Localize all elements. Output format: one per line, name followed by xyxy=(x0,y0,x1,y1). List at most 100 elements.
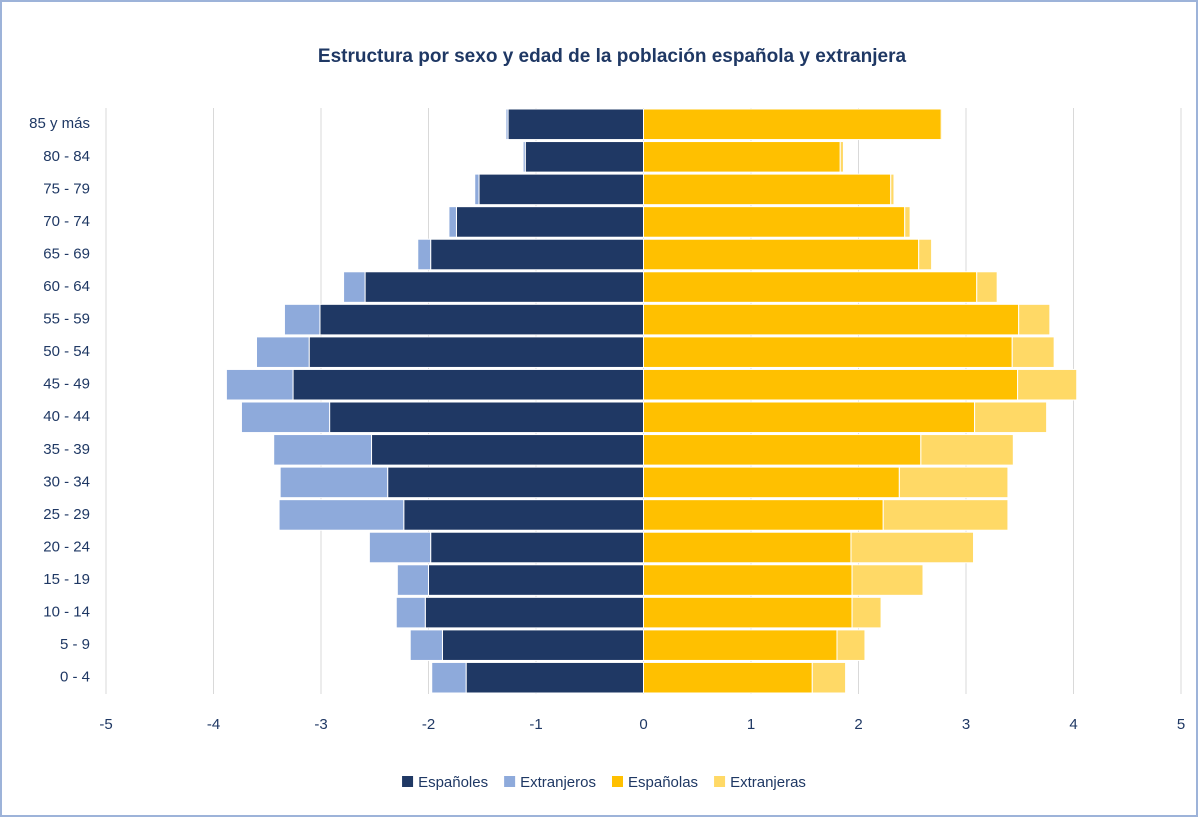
y-tick-label: 20 - 24 xyxy=(43,538,90,555)
bar xyxy=(940,108,943,141)
bar xyxy=(273,434,373,466)
bar xyxy=(643,499,884,531)
legend-swatch xyxy=(504,776,516,787)
bar xyxy=(898,466,1009,499)
bar xyxy=(851,596,882,629)
legend-label: Españoles xyxy=(418,774,488,791)
x-tick-label: -1 xyxy=(529,716,542,733)
bar xyxy=(256,336,310,368)
bar xyxy=(836,629,866,661)
bar xyxy=(904,206,911,238)
x-tick-label: -5 xyxy=(99,716,112,733)
bar xyxy=(343,271,366,303)
bar xyxy=(643,206,906,238)
y-tick-label: 75 - 79 xyxy=(43,180,90,197)
bar xyxy=(920,434,1014,466)
bar xyxy=(278,499,405,531)
bar xyxy=(395,596,426,629)
bar xyxy=(478,173,644,206)
bar xyxy=(455,206,645,238)
bar xyxy=(364,271,644,303)
bar xyxy=(851,564,924,596)
bar xyxy=(643,108,942,141)
bar xyxy=(507,108,644,141)
bar xyxy=(643,661,813,694)
bar xyxy=(643,401,976,434)
x-tick-label: -4 xyxy=(207,716,220,733)
x-tick-label: 0 xyxy=(639,716,647,733)
y-tick-label: 30 - 34 xyxy=(43,473,90,490)
bar xyxy=(643,629,838,661)
bar xyxy=(1011,336,1055,368)
bar xyxy=(292,368,644,401)
x-tick-label: 2 xyxy=(854,716,862,733)
bar xyxy=(430,238,644,271)
legend-label: Españolas xyxy=(628,774,698,791)
bar xyxy=(474,173,480,206)
legend-swatch xyxy=(612,776,623,787)
bar xyxy=(396,564,430,596)
bar xyxy=(918,238,933,271)
bar xyxy=(225,368,294,401)
bar xyxy=(368,531,432,564)
bar xyxy=(371,434,644,466)
x-tick-label: -2 xyxy=(422,716,435,733)
y-tick-label: 80 - 84 xyxy=(43,148,90,165)
bar xyxy=(882,499,1009,531)
chart-title: Estructura por sexo y edad de la poblaci… xyxy=(318,46,907,67)
bar xyxy=(428,564,644,596)
y-tick-label: 5 - 9 xyxy=(60,636,90,653)
y-tick-label: 70 - 74 xyxy=(43,213,90,230)
bar xyxy=(465,661,644,694)
x-tick-label: 4 xyxy=(1069,716,1077,733)
bar xyxy=(308,336,644,368)
legend-swatch xyxy=(402,776,414,787)
bar xyxy=(643,596,853,629)
bar xyxy=(643,238,920,271)
bar xyxy=(417,238,432,271)
legend-label: Extranjeros xyxy=(520,774,596,791)
bar xyxy=(643,336,1013,368)
bar xyxy=(431,661,467,694)
bar xyxy=(240,401,331,434)
bar xyxy=(974,401,1048,434)
y-tick-label: 0 - 4 xyxy=(60,669,90,686)
bar xyxy=(643,141,841,173)
bar xyxy=(424,596,644,629)
y-tick-label: 45 - 49 xyxy=(43,376,90,393)
bar xyxy=(643,434,922,466)
bar xyxy=(890,173,895,206)
x-tick-label: 5 xyxy=(1177,716,1185,733)
x-tick-label: -3 xyxy=(314,716,327,733)
y-tick-label: 60 - 64 xyxy=(43,278,90,295)
y-tick-label: 85 y más xyxy=(29,115,90,132)
bar xyxy=(643,531,852,564)
bar xyxy=(448,206,457,238)
x-tick-label: 3 xyxy=(962,716,970,733)
bar xyxy=(1018,303,1051,336)
y-tick-label: 25 - 29 xyxy=(43,506,90,523)
bar xyxy=(403,499,644,531)
bar xyxy=(279,466,389,499)
bar xyxy=(409,629,443,661)
bar xyxy=(430,531,644,564)
y-tick-label: 40 - 44 xyxy=(43,408,90,425)
bar xyxy=(850,531,975,564)
bar xyxy=(811,661,847,694)
legend-label: Extranjeras xyxy=(730,774,806,791)
bar xyxy=(839,141,844,173)
bar xyxy=(643,466,900,499)
y-tick-label: 50 - 54 xyxy=(43,343,90,360)
legend-swatch xyxy=(714,776,726,787)
y-tick-label: 55 - 59 xyxy=(43,311,90,328)
bar xyxy=(643,173,892,206)
y-tick-label: 15 - 19 xyxy=(43,571,90,588)
bar xyxy=(522,141,526,173)
bar xyxy=(387,466,644,499)
y-tick-label: 65 - 69 xyxy=(43,245,90,262)
bar xyxy=(441,629,644,661)
bar xyxy=(1017,368,1078,401)
bar xyxy=(643,271,978,303)
x-tick-label: 1 xyxy=(747,716,755,733)
